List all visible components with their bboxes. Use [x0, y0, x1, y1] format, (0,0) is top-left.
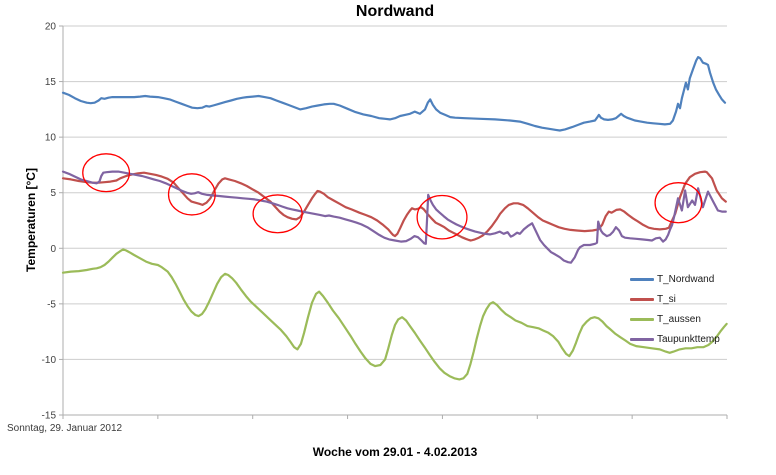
annotation-ellipse — [252, 194, 303, 234]
y-tick-label: 15 — [45, 77, 57, 88]
y-tick-label: 5 — [50, 188, 56, 199]
legend-item-T_si: T_si — [630, 289, 720, 309]
legend-label: T_Nordwand — [657, 273, 715, 285]
legend-label: T_si — [657, 293, 676, 305]
y-tick-label: -15 — [42, 411, 57, 422]
y-tick-label: 10 — [45, 133, 57, 144]
series-T_Nordwand — [61, 55, 727, 132]
x-axis-title: Woche vom 29.01 - 4.02.2013 — [312, 445, 478, 459]
legend-item-Taupunkttemp: Taupunkttemp — [630, 329, 720, 349]
legend-swatch — [630, 297, 654, 301]
annotation-ellipse — [654, 182, 703, 224]
chart-title: Nordwand — [355, 3, 435, 20]
legend-item-T_aussen: T_aussen — [630, 309, 720, 329]
legend-swatch — [630, 317, 654, 321]
annotation-ellipse — [167, 173, 216, 216]
legend: T_Nordwand T_si T_aussen Taupunkttemp — [630, 269, 720, 349]
annotation-ellipse — [82, 153, 131, 193]
series-Taupunkttemp — [61, 170, 727, 264]
annotation-ellipse — [416, 194, 468, 240]
legend-swatch — [630, 337, 654, 341]
y-tick-label: 20 — [45, 22, 57, 33]
y-tick-label: 0 — [50, 244, 56, 255]
series-T_si — [61, 170, 727, 242]
legend-item-T_Nordwand: T_Nordwand — [630, 269, 720, 289]
series-T_aussen — [61, 248, 728, 381]
footer-date: Sonntag, 29. Januar 2012 — [7, 423, 123, 434]
legend-label: T_aussen — [657, 313, 701, 325]
legend-label: Taupunkttemp — [657, 333, 720, 345]
y-tick-label: -10 — [42, 355, 57, 366]
legend-swatch — [630, 277, 654, 281]
y-tick-label: -5 — [47, 299, 56, 310]
